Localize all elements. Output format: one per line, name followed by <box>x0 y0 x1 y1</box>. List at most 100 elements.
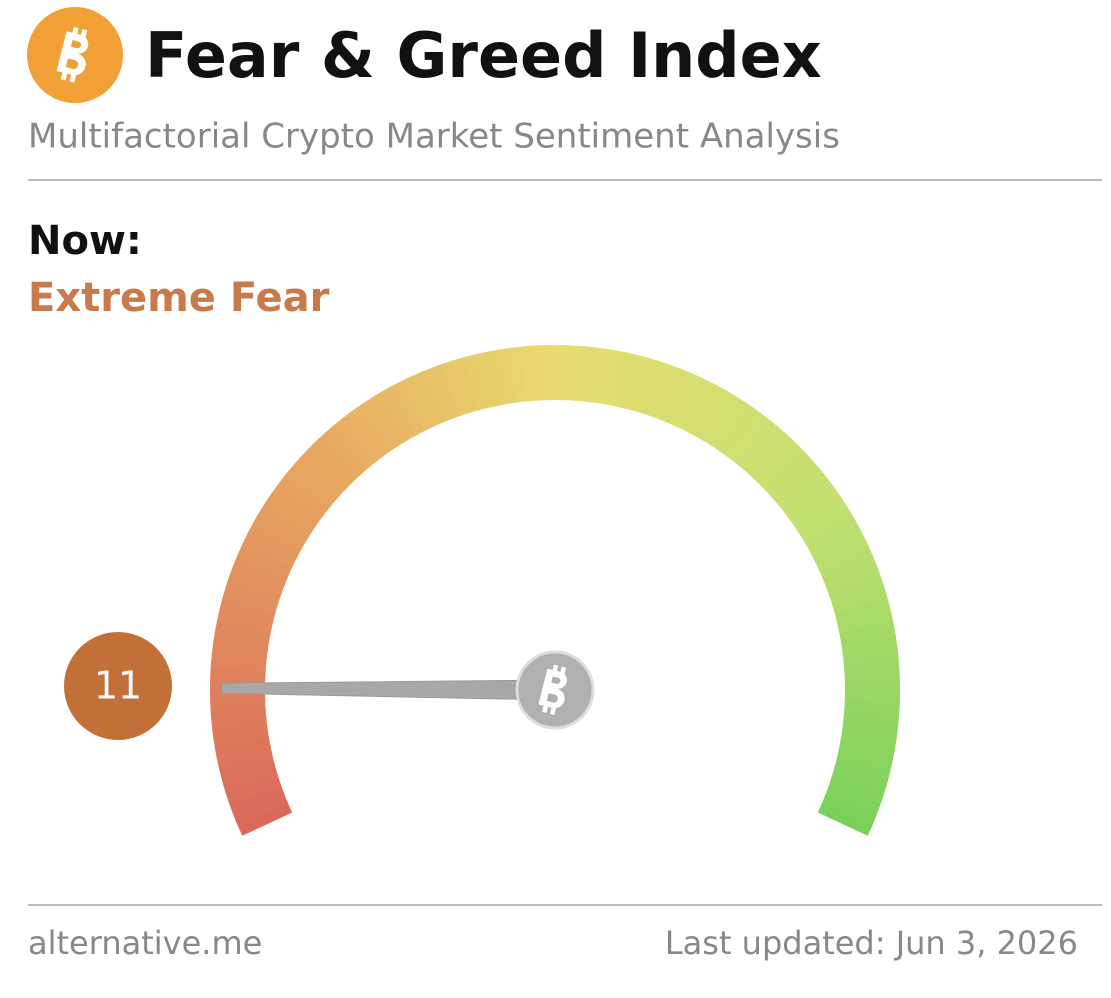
gauge-segment <box>221 764 279 793</box>
gauge-segment <box>359 397 402 452</box>
gauge-segment <box>291 456 342 503</box>
gauge-segment <box>332 417 378 469</box>
gauge-segment <box>430 363 463 420</box>
gauge-segment <box>742 426 790 478</box>
gauge-segment <box>827 776 885 808</box>
gauge-segment <box>813 534 870 571</box>
gauge-segment <box>264 492 318 535</box>
gauge-segment <box>838 738 896 763</box>
gauge-segment <box>837 610 894 636</box>
gauge-segment <box>441 359 472 417</box>
gauge-segment <box>399 375 436 432</box>
gauge-segment <box>711 399 754 453</box>
gauge: 11 <box>64 345 900 836</box>
gauge-segment <box>804 514 860 554</box>
gauge-segment <box>463 353 491 411</box>
gauge-segment <box>593 348 616 405</box>
gauge-segment <box>830 767 888 797</box>
gauge-segment <box>277 473 330 519</box>
gauge-segment <box>474 351 501 408</box>
gauge-segment <box>225 573 282 605</box>
gauge-segment <box>749 434 798 484</box>
classification: Extreme Fear <box>28 275 330 321</box>
gauge-segment <box>799 504 854 545</box>
gauge-segment <box>694 387 734 443</box>
now-label: Now: <box>28 218 142 264</box>
gauge-segment <box>603 349 628 407</box>
title: Fear & Greed Index <box>145 19 822 92</box>
gauge-segment <box>782 476 835 521</box>
source: alternative.me <box>28 924 262 962</box>
gauge-segment <box>218 754 276 782</box>
gauge-segment <box>788 485 842 529</box>
gauge-segment <box>817 803 873 836</box>
gauge-segment <box>369 391 410 446</box>
gauge-segment <box>702 393 744 448</box>
gauge-segment <box>216 745 274 771</box>
gauge-segment <box>829 577 886 608</box>
gauge-segment <box>734 419 781 471</box>
gauge-segment <box>232 791 289 826</box>
value-label: 11 <box>94 664 142 708</box>
gauge-segment <box>228 563 286 596</box>
gauge-segment <box>640 360 672 418</box>
gauge-segment <box>809 524 865 563</box>
gauge-segment <box>776 467 829 513</box>
gauge-segment <box>270 482 324 527</box>
gauge-segment <box>677 377 714 433</box>
needle <box>221 679 556 701</box>
gauge-segment <box>822 555 879 589</box>
gauge-segment <box>622 354 650 412</box>
gauge-segment <box>820 794 877 829</box>
gauge-segment <box>486 349 510 406</box>
gauge-segment <box>650 364 683 421</box>
gauge-segment <box>543 345 559 401</box>
gauge-segment <box>834 599 892 626</box>
gauge-segment <box>839 621 896 646</box>
gauge-segment <box>214 735 271 760</box>
gauge-segment <box>844 678 900 694</box>
gauge-segment <box>284 464 336 511</box>
gauge-segment <box>236 801 293 836</box>
gauge-segment <box>770 458 821 506</box>
gauge-segment <box>824 785 881 818</box>
gauge-segment <box>222 584 279 614</box>
gauge-segment <box>719 405 763 459</box>
gauge-segment <box>232 552 290 587</box>
last-updated: Last updated: Jun 3, 2026 <box>665 924 1078 962</box>
gauge-segment <box>833 757 891 786</box>
gauge-segment <box>794 495 848 537</box>
subtitle: Multifactorial Crypto Market Sentiment A… <box>28 117 840 157</box>
gauge-segment <box>763 450 814 498</box>
gauge-segment <box>214 618 272 643</box>
value-badge <box>64 632 172 740</box>
gauge-segment <box>612 351 639 409</box>
gauge-segment <box>668 372 704 429</box>
gauge-segment <box>213 629 270 652</box>
gauge-segment <box>685 382 724 438</box>
gauge-segment <box>216 607 274 633</box>
gauge-segment <box>452 356 482 414</box>
gauge-segment <box>298 447 349 496</box>
gauge-segment <box>840 729 897 752</box>
gauge-segment <box>241 531 298 569</box>
gauge-segment <box>818 545 875 580</box>
gauge-segment <box>379 385 419 441</box>
gauge-segment <box>219 595 276 624</box>
gauge-segment <box>252 511 307 551</box>
gauge-segment <box>314 431 363 482</box>
gauge-segment <box>350 403 394 457</box>
gauge-segment <box>832 588 889 617</box>
gauge-segment <box>323 424 370 476</box>
gauge-segment <box>727 412 772 465</box>
gauge-segment <box>228 782 285 815</box>
gauge-segment <box>420 366 454 424</box>
gauge-segment <box>825 566 883 598</box>
gauge-segment <box>341 410 386 463</box>
gauge-segment <box>246 521 302 560</box>
gauge-segment <box>389 380 427 436</box>
gauge-segment <box>756 442 806 491</box>
gauge-segment <box>836 748 893 774</box>
